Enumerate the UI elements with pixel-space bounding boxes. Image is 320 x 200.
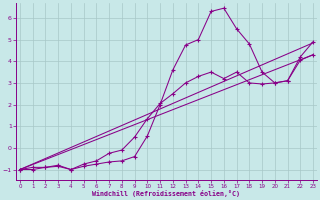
X-axis label: Windchill (Refroidissement éolien,°C): Windchill (Refroidissement éolien,°C) — [92, 190, 240, 197]
